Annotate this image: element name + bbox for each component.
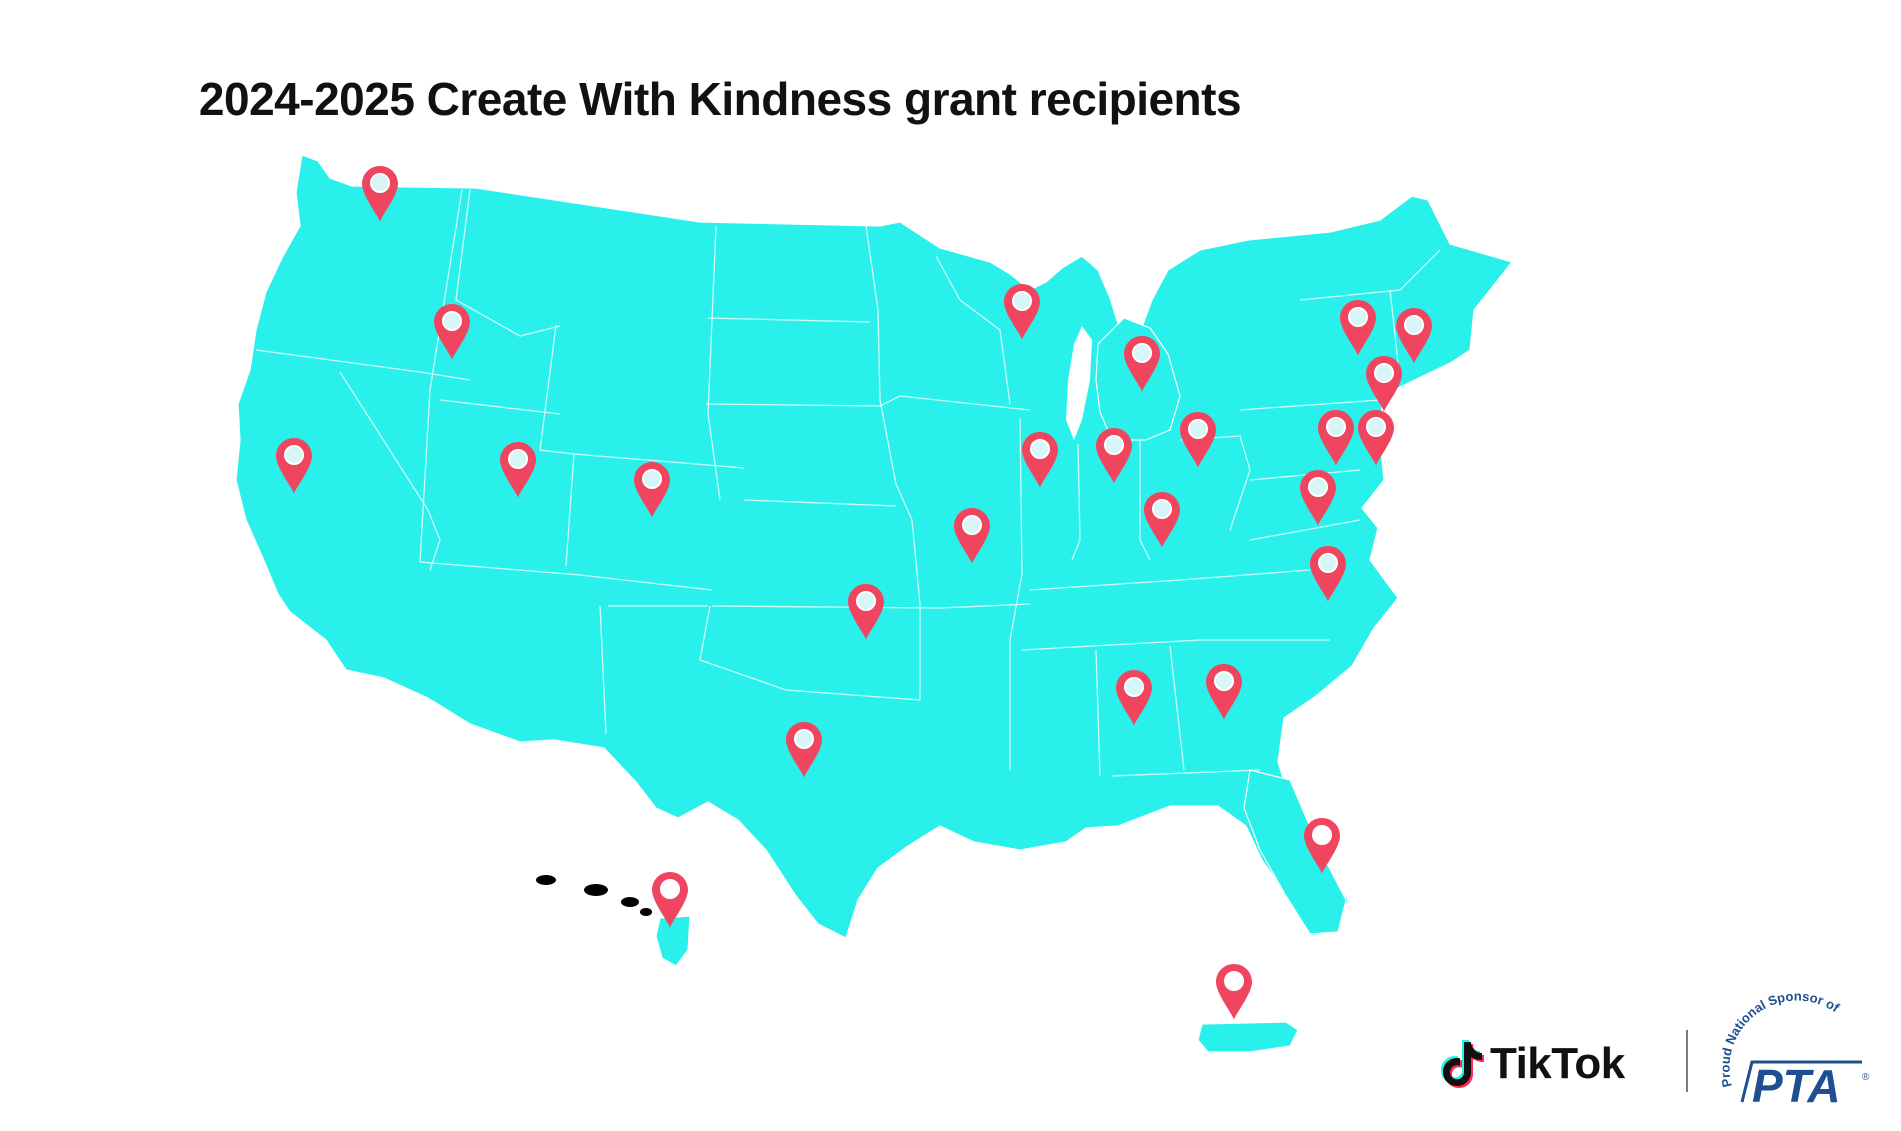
location-pin-washington[interactable] [362,166,398,222]
location-pin-california[interactable] [276,438,312,494]
florida-peninsula [1243,769,1347,935]
pin-center [1348,307,1368,327]
pin-center [794,729,814,749]
location-pin-colorado[interactable] [634,462,670,518]
state-boundaries [255,189,1441,777]
pin-center [370,173,390,193]
location-pin-missouri[interactable] [954,508,990,564]
map-title: 2024-2025 Create With Kindness grant rec… [198,73,1242,125]
location-pin-massachusetts[interactable] [1396,308,1432,364]
pin-center [962,515,982,535]
tiktok-logo-icon [1441,1040,1484,1088]
pin-center [1104,435,1124,455]
location-pin-hawaii[interactable] [652,872,688,928]
pta-swoosh [1740,1060,1862,1103]
pin-center [1308,477,1328,497]
pin-center [1318,553,1338,573]
location-pin-alabama[interactable] [1116,670,1152,726]
pin-center [1012,291,1032,311]
location-pin-idaho[interactable] [434,304,470,360]
location-pin-new-york[interactable] [1340,300,1376,356]
location-pin-illinois[interactable] [1022,432,1058,488]
location-pin-michigan[interactable] [1124,336,1160,392]
pin-center [660,879,680,899]
pin-layer [276,166,1432,1020]
pin-center [1214,671,1234,691]
location-pin-virginia[interactable] [1300,470,1336,526]
pta-registered-mark: ® [1862,1072,1870,1083]
location-pin-texas[interactable] [786,722,822,778]
pin-center [442,311,462,331]
location-pin-ohio[interactable] [1180,412,1216,468]
brand-divider [1686,1030,1688,1092]
puerto-rico [1197,1021,1299,1053]
pin-center [1404,315,1424,335]
location-pin-indiana[interactable] [1096,428,1132,484]
pin-center [1366,417,1386,437]
location-pin-pennsylvania[interactable] [1318,410,1354,466]
location-pin-florida[interactable] [1304,818,1340,874]
pin-center [1224,971,1244,991]
location-pin-connecticut[interactable] [1366,356,1402,412]
pin-center [1030,439,1050,459]
pin-center [1132,343,1152,363]
pin-center [1374,363,1394,383]
pin-center [1152,499,1172,519]
pin-center [1124,677,1144,697]
pta-wordmark: PTA [1752,1060,1841,1110]
location-pin-oklahoma[interactable] [848,584,884,640]
tiktok-brand: TikTok [1440,1036,1625,1092]
lake-michigan [1066,326,1092,440]
location-pin-wisconsin[interactable] [1004,284,1040,340]
location-pin-north-carolina[interactable] [1310,546,1346,602]
pin-center [1188,419,1208,439]
location-pin-georgia[interactable] [1206,664,1242,720]
location-pin-new-jersey[interactable] [1358,410,1394,466]
pta-sponsor-logo: Proud National Sponsor of PTA ® [1718,990,1870,1110]
pin-center [1312,825,1332,845]
pin-center [284,445,304,465]
location-pin-puerto-rico[interactable] [1216,964,1252,1020]
pin-center [856,591,876,611]
location-pin-utah[interactable] [500,442,536,498]
hawaii-islands [536,875,691,967]
tiktok-wordmark: TikTok [1490,1039,1625,1088]
pin-center [1326,417,1346,437]
pin-center [642,469,662,489]
pin-center [508,449,528,469]
location-pin-kentucky[interactable] [1144,492,1180,548]
